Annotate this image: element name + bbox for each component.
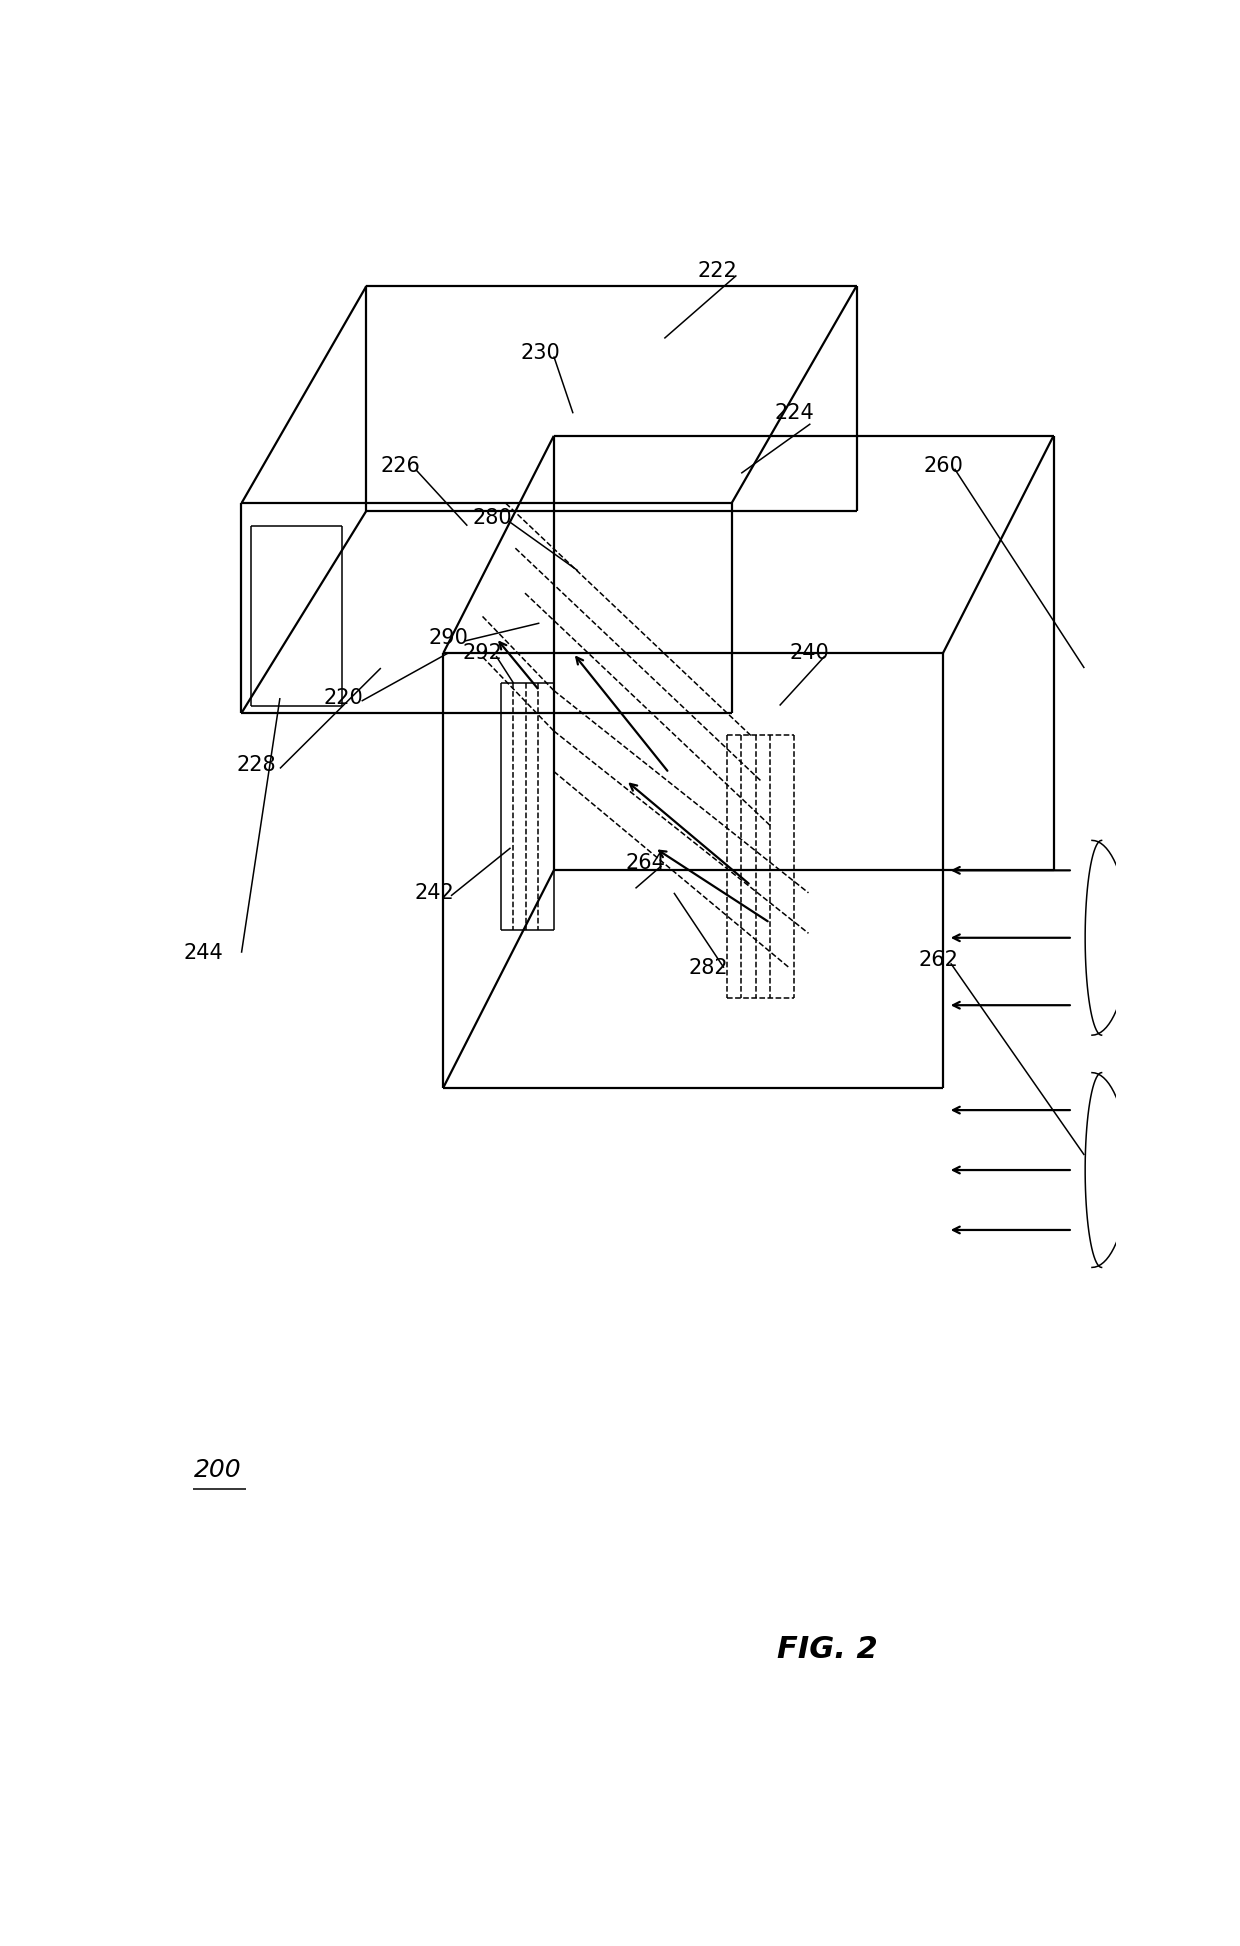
Text: 228: 228 [237, 755, 277, 775]
Text: 230: 230 [521, 342, 560, 364]
Text: 260: 260 [924, 455, 963, 475]
Text: 290: 290 [429, 629, 469, 648]
Text: 226: 226 [381, 455, 420, 475]
Text: 224: 224 [775, 403, 815, 424]
Text: 220: 220 [324, 689, 363, 708]
Text: 280: 280 [472, 508, 512, 527]
Text: 264: 264 [626, 852, 666, 874]
Text: 262: 262 [919, 950, 959, 971]
Text: 240: 240 [789, 642, 830, 664]
Text: 292: 292 [463, 642, 502, 664]
Text: 222: 222 [698, 261, 738, 280]
Text: 244: 244 [184, 942, 223, 963]
Text: FIG. 2: FIG. 2 [777, 1635, 878, 1664]
Text: 242: 242 [414, 883, 454, 903]
Text: 282: 282 [688, 957, 728, 977]
Text: 200: 200 [193, 1458, 241, 1481]
